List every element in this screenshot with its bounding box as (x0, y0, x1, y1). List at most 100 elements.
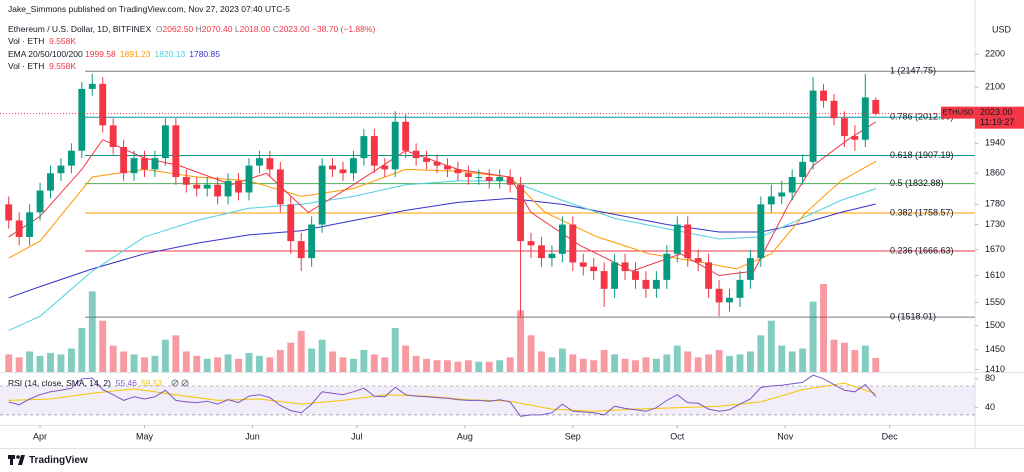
candle-body (538, 245, 545, 259)
candle-body (214, 184, 222, 197)
candle-body (276, 169, 284, 205)
y-tick-label: 1410 (985, 364, 1005, 374)
volume-bar (642, 357, 650, 372)
candle-body (287, 204, 295, 242)
rsi-y-tick-label: 40 (985, 402, 995, 412)
candle-body (652, 279, 660, 289)
volume-bar (444, 360, 451, 372)
logo-part (10, 459, 13, 465)
volume-legend: Vol · ETH 9.558K (8, 60, 375, 72)
volume-bar (726, 355, 733, 372)
candle-body (579, 262, 587, 267)
candle-body (475, 177, 483, 179)
candle-body (67, 150, 75, 166)
candle-body (109, 125, 117, 148)
candle-body (767, 196, 775, 205)
candle-body (558, 224, 566, 254)
y-tick-label: 2100 (985, 82, 1005, 92)
icon (181, 379, 189, 387)
candle-body (266, 158, 274, 170)
ohlc-name: H (195, 24, 202, 34)
candle-body (402, 121, 410, 151)
candle-body (47, 173, 54, 191)
candle-body (329, 165, 336, 170)
candle-body (485, 177, 493, 181)
symbol-tag (941, 106, 975, 119)
ohlc-value: 2070.40 (201, 24, 233, 34)
volume-bar (830, 339, 838, 372)
candle-body (224, 180, 232, 197)
volume-bar (15, 357, 23, 372)
candle-body (454, 169, 462, 174)
logo-part (16, 455, 20, 459)
candle-body (318, 165, 326, 225)
volume-value: 9.558K (49, 36, 77, 47)
volume-bar (130, 354, 138, 372)
y-tick-label: 1730 (985, 219, 1005, 229)
x-tick-label: May (136, 431, 154, 441)
volume-bar (266, 357, 274, 372)
icon (172, 380, 178, 386)
volume-bar (673, 345, 681, 372)
volume-bar (329, 351, 336, 372)
volume-bar (255, 355, 263, 372)
candle-body (5, 204, 13, 221)
volume-bar (632, 360, 639, 372)
x-tick-label: Jun (245, 431, 260, 441)
candle-body (778, 192, 786, 197)
volume-bar (558, 348, 566, 372)
candle-body (255, 158, 263, 166)
ohlc-name: C (272, 24, 279, 34)
volume-bar (506, 357, 514, 372)
volume-bar (809, 301, 817, 372)
volume-bar (381, 357, 389, 372)
volume-bar (611, 354, 619, 372)
candle-body (799, 161, 807, 178)
ema-title: EMA 20/50/100/200 (8, 48, 83, 59)
volume-bar (120, 351, 128, 372)
volume-bar (496, 360, 504, 372)
volume-bar (652, 358, 660, 372)
candle-body (78, 88, 86, 151)
volume-bar (78, 328, 86, 372)
candle-body (496, 177, 504, 181)
brand-logo (8, 455, 25, 465)
publish-info: Jake_Simmons published on TradingView.co… (8, 4, 290, 14)
candle-body (308, 224, 316, 259)
ohlc-legend: Ethereum / U.S. Dollar, 1D, BITFINEX O20… (8, 23, 375, 35)
rsi-line (8, 374, 877, 417)
candle-body (235, 180, 242, 193)
fib-label: 0.382 (1758.57) (890, 207, 954, 217)
volume-bar (360, 350, 368, 372)
volume-bar (872, 357, 880, 372)
ohlc-name: L (234, 24, 240, 34)
logo-part (18, 455, 25, 465)
ema-legend: EMA 20/50/100/200 1999.58 1891.23 1820.13 1… (8, 48, 375, 60)
candle-body (642, 279, 650, 289)
volume-bar (370, 354, 378, 372)
candle-body (36, 190, 44, 213)
volume-bar (548, 357, 556, 372)
volume-bar (339, 357, 347, 372)
volume-bar (161, 339, 169, 372)
candle-body (788, 177, 796, 193)
currency-label: USD (992, 24, 1012, 34)
volume-bar (736, 354, 744, 372)
volume-bar (600, 350, 608, 372)
volume-bar (412, 355, 420, 372)
candle-body (15, 220, 23, 237)
volume-bar (454, 361, 462, 372)
candle-body (444, 165, 451, 170)
brand: TradingView (29, 455, 88, 466)
volume-bar (746, 351, 754, 372)
candle-body (151, 158, 159, 170)
volume-bar (245, 352, 253, 372)
icon (182, 380, 188, 386)
y-tick-label: 1940 (985, 138, 1005, 148)
candle-body (684, 224, 692, 259)
candle-body (611, 262, 619, 289)
candle-body (120, 147, 128, 174)
volume-bar (517, 310, 525, 372)
candle-body (433, 161, 441, 166)
candle-body (600, 271, 608, 289)
